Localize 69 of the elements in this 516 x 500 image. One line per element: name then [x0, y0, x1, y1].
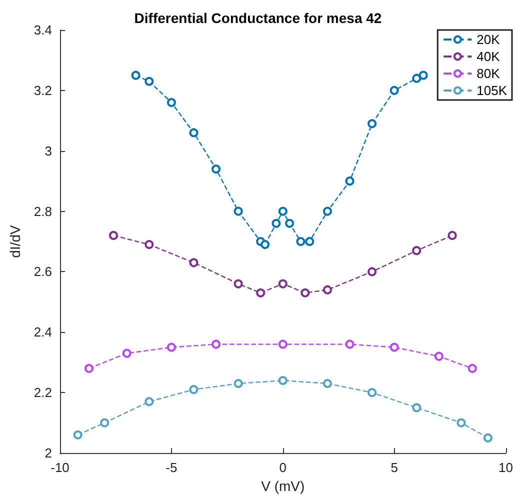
point: [166, 98, 176, 108]
point: [212, 164, 221, 174]
point: [84, 364, 94, 373]
point: [100, 418, 110, 428]
point: [300, 288, 310, 298]
point: [322, 285, 332, 294]
point: [260, 240, 270, 250]
point: [418, 70, 428, 80]
legend-label: 40K: [476, 49, 500, 64]
point: [278, 206, 288, 216]
point: [256, 288, 266, 298]
point: [345, 340, 354, 349]
y-tick-label: 2.6: [34, 264, 52, 280]
point: [412, 246, 422, 256]
x-tick-label: 0: [279, 460, 286, 475]
y-tick-label: 2.4: [34, 324, 52, 340]
point: [122, 348, 132, 358]
point: [412, 74, 422, 83]
point: [278, 279, 288, 288]
point: [468, 364, 477, 373]
point: [109, 230, 118, 240]
x-axis-title: V (mV): [261, 478, 305, 494]
point: [144, 397, 154, 406]
x-tick-label: -5: [166, 460, 178, 475]
point: [412, 403, 422, 412]
point: [345, 176, 354, 186]
y-tick-label: 3.2: [34, 82, 52, 98]
y-tick-label: 2.2: [34, 385, 52, 400]
chart-title: Differential Conductance for mesa 42: [134, 10, 382, 26]
point: [272, 218, 281, 228]
point: [322, 379, 332, 388]
y-tick-label: 3: [44, 143, 52, 158]
point: [322, 206, 332, 216]
point: [212, 340, 221, 349]
y-tick-label: 3.4: [34, 22, 52, 38]
point: [234, 379, 243, 388]
legend-label: 105K: [476, 83, 508, 98]
point: [278, 340, 288, 349]
point: [368, 267, 377, 276]
point: [390, 86, 399, 95]
point: [189, 258, 198, 268]
point: [296, 237, 306, 246]
point: [448, 230, 457, 240]
y-tick-label: 2.8: [34, 204, 52, 219]
legend-label: 80K: [476, 66, 500, 81]
point: [305, 237, 314, 246]
point: [456, 418, 466, 428]
point: [483, 433, 492, 442]
point: [368, 388, 377, 398]
y-axis-title: dI/dV: [7, 224, 23, 258]
point: [368, 119, 377, 128]
y-tick-label: 2: [44, 446, 52, 460]
x-tick-label: -10: [50, 460, 70, 475]
point: [234, 279, 243, 288]
point: [131, 70, 140, 80]
point: [278, 376, 288, 385]
x-tick-label: 5: [390, 460, 398, 475]
point: [144, 76, 154, 86]
point: [166, 342, 176, 352]
point: [189, 128, 198, 138]
x-tick-label: 10: [498, 460, 514, 475]
point: [234, 206, 243, 216]
point: [285, 218, 294, 228]
point: [434, 352, 444, 361]
point: [390, 342, 399, 352]
legend-label: 20K: [476, 32, 500, 47]
point: [144, 240, 154, 250]
point: [189, 385, 198, 394]
point: [73, 430, 82, 440]
